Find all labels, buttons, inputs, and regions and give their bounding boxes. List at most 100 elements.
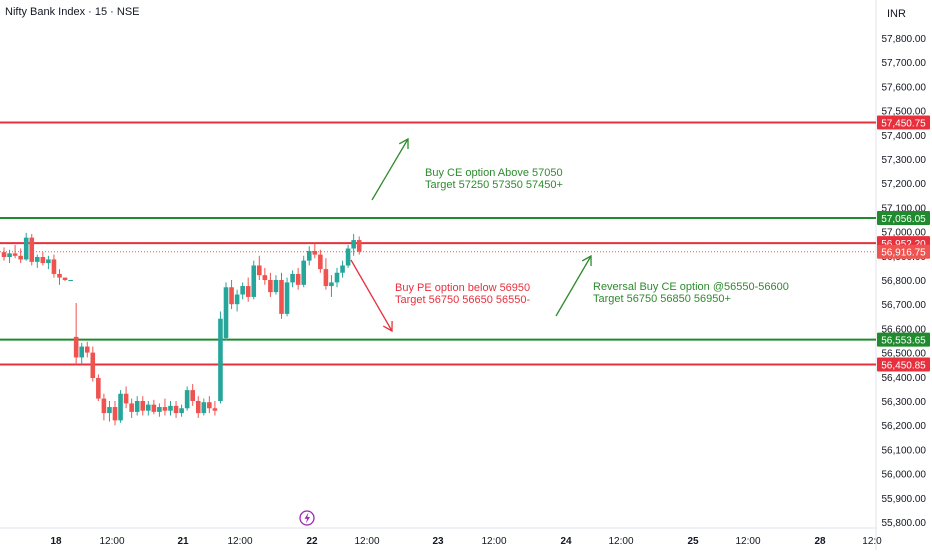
candle-body[interactable]: [123, 393, 129, 404]
candle-body[interactable]: [207, 402, 212, 409]
candle-body[interactable]: [46, 259, 51, 264]
candle-body[interactable]: [134, 401, 140, 412]
x-tick-label: 12:00: [227, 536, 252, 547]
candle-body[interactable]: [12, 253, 18, 256]
candle-body[interactable]: [68, 280, 73, 281]
candle-body[interactable]: [179, 408, 184, 414]
candle-body[interactable]: [340, 265, 345, 273]
candle-body[interactable]: [306, 250, 312, 261]
candle-body[interactable]: [240, 286, 245, 295]
candle-body[interactable]: [112, 407, 118, 421]
candle-body[interactable]: [257, 265, 262, 276]
x-tick-label: 12:00: [608, 536, 633, 547]
trend-arrow[interactable]: [371, 138, 409, 201]
candle-body[interactable]: [223, 287, 229, 339]
candle-body[interactable]: [329, 282, 334, 287]
annotation-text[interactable]: Buy PE option below 56950: [395, 282, 530, 294]
candle-body[interactable]: [190, 390, 195, 401]
y-tick-label: 57,600.00: [882, 82, 927, 93]
candle-body[interactable]: [173, 405, 179, 414]
candle-body[interactable]: [234, 294, 240, 305]
candle-body[interactable]: [29, 237, 35, 262]
candle-body[interactable]: [73, 336, 79, 358]
candle-body[interactable]: [284, 282, 290, 314]
x-tick-label: 12:0: [862, 536, 882, 547]
candle-body[interactable]: [245, 286, 251, 297]
candle-body[interactable]: [201, 402, 207, 414]
level-price-badge: 57,056.05: [881, 214, 926, 225]
candle-body[interactable]: [51, 259, 57, 274]
candle-body[interactable]: [1, 252, 7, 258]
candle-body[interactable]: [273, 280, 279, 293]
currency-label: INR: [887, 8, 906, 20]
candle-body[interactable]: [323, 269, 329, 287]
y-tick-label: 56,600.00: [882, 324, 927, 335]
x-tick-label: 12:00: [735, 536, 760, 547]
candle-body[interactable]: [218, 318, 223, 401]
candle-body[interactable]: [129, 403, 134, 412]
annotation-text[interactable]: Reversal Buy CE option @56550-56600: [593, 281, 789, 293]
candle-body[interactable]: [290, 273, 295, 283]
candle-body[interactable]: [356, 240, 362, 252]
y-tick-label: 55,800.00: [882, 518, 927, 529]
candle-body[interactable]: [140, 401, 146, 411]
symbol-title[interactable]: Nifty Bank Index · 15 · NSE: [5, 6, 140, 18]
candle-body[interactable]: [345, 248, 351, 266]
level-price-badge: 57,450.75: [881, 119, 926, 130]
y-tick-label: 56,200.00: [882, 421, 927, 432]
trend-arrow-head: [581, 254, 592, 267]
annotation-text[interactable]: Target 57250 57350 57450+: [425, 179, 563, 191]
candle-body[interactable]: [212, 408, 218, 411]
y-tick-label: 56,500.00: [882, 349, 927, 360]
candle-body[interactable]: [57, 273, 62, 278]
trend-arrow[interactable]: [350, 259, 393, 332]
candle-body[interactable]: [295, 273, 301, 285]
candle-body[interactable]: [301, 260, 306, 285]
x-tick-label: 23: [432, 536, 444, 547]
candle-body[interactable]: [195, 401, 201, 414]
candle-body[interactable]: [62, 277, 68, 280]
candle-body[interactable]: [79, 346, 84, 358]
y-tick-label: 56,700.00: [882, 300, 927, 311]
candle-body[interactable]: [35, 257, 40, 262]
candle-body[interactable]: [279, 280, 284, 314]
candle-body[interactable]: [162, 407, 168, 411]
annotation-text[interactable]: Buy CE option Above 57050: [425, 167, 563, 179]
candle-body[interactable]: [84, 346, 90, 353]
candle-body[interactable]: [318, 254, 323, 270]
candle-body[interactable]: [118, 393, 123, 421]
x-tick-label: 21: [177, 536, 189, 547]
annotation-text[interactable]: Target 56750 56650 56550-: [395, 294, 531, 306]
candle-body[interactable]: [107, 407, 112, 414]
trend-arrow-head: [382, 320, 393, 333]
last-price-badge-bg: [877, 244, 930, 259]
trend-arrow[interactable]: [555, 255, 592, 317]
candle-body[interactable]: [262, 275, 268, 280]
candle-body[interactable]: [151, 404, 157, 412]
y-tick-label: 56,400.00: [882, 373, 927, 384]
candle-body[interactable]: [90, 352, 96, 379]
y-tick-label: 56,300.00: [882, 397, 927, 408]
candle-body[interactable]: [146, 404, 151, 411]
candle-body[interactable]: [351, 240, 356, 249]
candle-body[interactable]: [96, 378, 101, 399]
candle-body[interactable]: [251, 265, 257, 297]
candle-body[interactable]: [268, 280, 273, 293]
candle-body[interactable]: [7, 253, 12, 258]
candle-body[interactable]: [334, 272, 340, 283]
candle-body[interactable]: [157, 407, 162, 412]
candle-body[interactable]: [40, 257, 46, 264]
candle-body[interactable]: [23, 237, 29, 260]
y-tick-label: 57,500.00: [882, 107, 927, 118]
candle-body[interactable]: [168, 405, 173, 411]
candle-body[interactable]: [229, 287, 234, 305]
candle-body[interactable]: [312, 250, 318, 255]
candle-body[interactable]: [18, 255, 23, 260]
candle-body[interactable]: [184, 390, 190, 409]
annotation-text[interactable]: Target 56750 56850 56950+: [593, 293, 731, 305]
x-tick-label: 18: [50, 536, 62, 547]
y-tick-label: 57,200.00: [882, 179, 927, 190]
candle-body[interactable]: [101, 398, 107, 414]
